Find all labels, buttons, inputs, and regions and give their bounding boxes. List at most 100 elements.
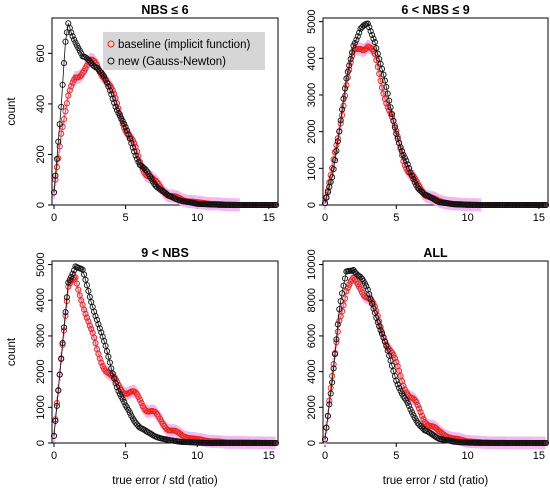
- x-tick-label: 10: [191, 450, 203, 462]
- data-point: [366, 24, 373, 31]
- data-point: [68, 29, 75, 36]
- data-point: [383, 83, 390, 90]
- y-tick-label: 0: [306, 440, 318, 446]
- data-point: [88, 325, 95, 332]
- data-point: [50, 432, 58, 439]
- y-tick-label: 4000: [35, 288, 47, 312]
- data-point: [126, 409, 133, 416]
- data-point: [164, 426, 171, 433]
- data-point: [324, 412, 331, 419]
- y-tick-label: 200: [35, 145, 47, 163]
- data-point: [85, 318, 92, 325]
- data-point: [377, 77, 384, 84]
- x-tick-label: 5: [393, 450, 399, 462]
- data-point: [416, 405, 423, 412]
- data-point: [384, 90, 391, 97]
- data-point: [329, 174, 336, 181]
- data-point: [132, 389, 139, 396]
- series-new: [321, 267, 550, 447]
- data-point: [135, 393, 142, 400]
- y-tick-label: 8000: [306, 288, 318, 312]
- data-point: [341, 92, 349, 99]
- series-new: [50, 20, 280, 209]
- data-point: [86, 58, 93, 65]
- data-point: [69, 33, 76, 40]
- data-point: [112, 103, 119, 110]
- data-point: [66, 87, 73, 94]
- x-tick-label: 15: [263, 212, 275, 224]
- data-point: [542, 439, 550, 447]
- data-point: [329, 379, 336, 386]
- data-point: [329, 372, 336, 380]
- y-tick-label: 600: [35, 44, 47, 62]
- x-tick-label: 15: [263, 450, 275, 462]
- data-point: [339, 290, 346, 297]
- data-point: [86, 322, 93, 329]
- data-point: [106, 359, 113, 366]
- x-tick-label: 0: [51, 212, 57, 224]
- plot-frame: [51, 260, 279, 444]
- data-point: [336, 306, 343, 313]
- data-point: [68, 273, 75, 280]
- data-point: [381, 338, 388, 345]
- panel-title: 9 < NBS: [141, 246, 189, 260]
- data-point: [59, 81, 66, 88]
- data-point: [113, 107, 121, 114]
- y-tick-label: 2000: [35, 359, 47, 383]
- series-line: [324, 269, 546, 444]
- data-point: [331, 149, 339, 156]
- x-tick-label: 10: [461, 212, 473, 224]
- data-point: [62, 38, 69, 45]
- data-point: [72, 274, 79, 281]
- y-tick-label: 0: [35, 202, 47, 208]
- data-point: [109, 95, 116, 102]
- series-baseline: [50, 52, 280, 212]
- x-tick-label: 5: [393, 212, 399, 224]
- data-point: [408, 172, 416, 179]
- data-point: [98, 359, 105, 366]
- legend-label: baseline (implicit function): [118, 39, 250, 51]
- data-point: [398, 148, 406, 155]
- data-point: [85, 287, 92, 295]
- y-tick-label: 1000: [35, 395, 47, 419]
- y-tick-label: 5000: [35, 252, 47, 276]
- data-point: [272, 439, 280, 447]
- data-point: [52, 172, 59, 179]
- data-point: [98, 329, 105, 336]
- data-point: [103, 79, 111, 86]
- series-line: [324, 46, 546, 206]
- data-point: [331, 351, 339, 358]
- data-point: [378, 65, 386, 72]
- data-point: [373, 57, 380, 64]
- data-point: [60, 324, 68, 331]
- data-point: [63, 29, 70, 36]
- data-point: [95, 321, 102, 328]
- series-line: [53, 59, 276, 206]
- data-point: [406, 165, 413, 172]
- data-point: [341, 85, 349, 92]
- chart-panel-4: ALL 0 5 10 15 0 2000 4000 6000 8000 10000 true erro…: [306, 246, 550, 487]
- data-point: [417, 409, 424, 416]
- chart-panel-2: 6 < NBS ≤ 9 0 5 10 15 0 1000 2000 3000 4000 5000: [306, 3, 550, 224]
- data-point: [66, 276, 73, 283]
- data-point: [393, 358, 400, 366]
- data-point: [407, 406, 414, 413]
- data-point: [55, 138, 62, 145]
- x-tick-label: 0: [322, 212, 328, 224]
- data-point: [356, 29, 363, 36]
- data-point: [364, 20, 371, 27]
- data-point: [333, 147, 340, 154]
- data-point: [101, 73, 108, 80]
- data-point: [92, 340, 99, 347]
- data-point: [59, 339, 66, 347]
- chart-panel-3: 9 < NBS 0 5 10 15 0 1000 2000 3000 4000 5000 count t…: [6, 246, 280, 487]
- x-tick-label: 0: [322, 450, 328, 462]
- data-point: [353, 36, 360, 43]
- data-point: [91, 334, 98, 341]
- data-point: [115, 388, 122, 395]
- data-point: [343, 82, 350, 89]
- data-point: [131, 148, 138, 155]
- data-point: [378, 330, 386, 337]
- y-tick-label: 2000: [306, 119, 318, 143]
